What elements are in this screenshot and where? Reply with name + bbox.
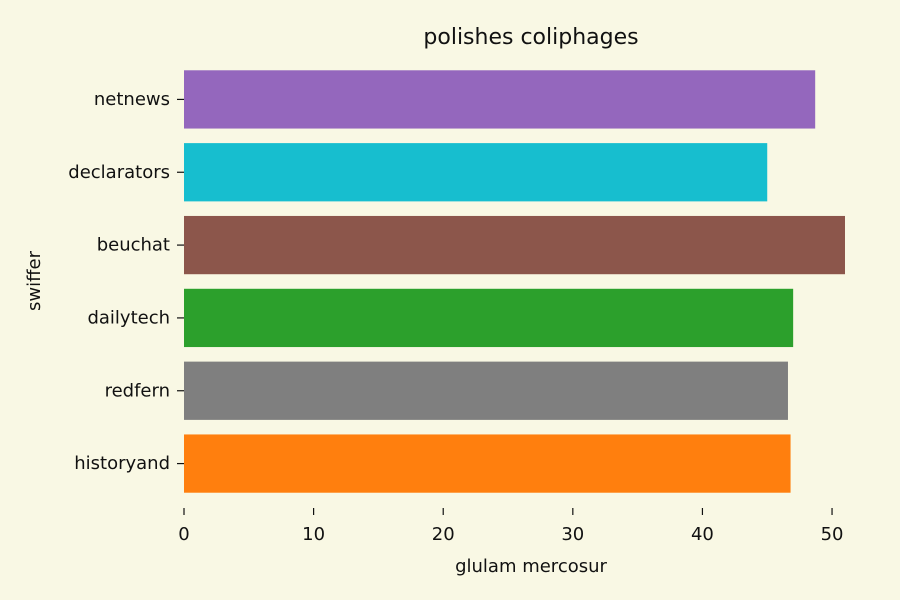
bar-redfern — [184, 361, 788, 420]
y-axis-label: swiffer — [24, 250, 45, 311]
y-tick-label: netnews — [94, 89, 170, 110]
bar-netnews — [184, 70, 816, 129]
bar-dailytech — [184, 288, 794, 348]
x-tick-label: 40 — [691, 524, 714, 545]
x-tick-label: 50 — [821, 524, 844, 545]
bars-group — [184, 70, 845, 493]
x-axis-label: glulam mercosur — [455, 556, 607, 577]
chart-title: polishes coliphages — [423, 25, 638, 50]
x-tick-label: 30 — [561, 524, 584, 545]
y-tick-label: redfern — [105, 380, 170, 401]
y-tick-label: beuchat — [97, 235, 170, 256]
bar-declarators — [184, 143, 768, 202]
y-ticks-group: netnews declarators beuchat dailytech redfer… — [68, 89, 184, 474]
y-tick-label: declarators — [68, 162, 170, 183]
bar-beuchat — [184, 215, 845, 275]
y-tick-label: historyand — [74, 453, 170, 474]
x-tick-label: 20 — [432, 524, 455, 545]
x-ticks-group: 0 10 20 30 40 50 — [178, 508, 843, 545]
x-tick-label: 10 — [302, 524, 325, 545]
x-tick-label: 0 — [178, 524, 189, 545]
bar-historyand — [184, 434, 791, 493]
y-tick-label: dailytech — [87, 307, 170, 328]
